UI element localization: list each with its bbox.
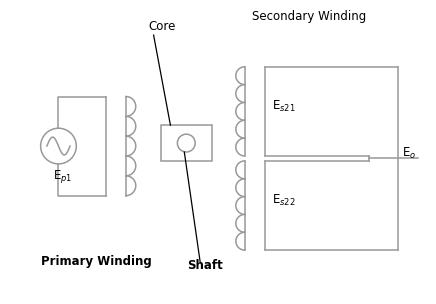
Text: E$_{s21}$: E$_{s21}$ <box>272 99 296 114</box>
Bar <box>160 125 212 161</box>
Text: E$_{p1}$: E$_{p1}$ <box>52 168 72 185</box>
Text: Shaft: Shaft <box>187 259 223 272</box>
Text: E$_{s22}$: E$_{s22}$ <box>272 193 296 208</box>
Text: Secondary Winding: Secondary Winding <box>252 10 366 23</box>
Text: E$_{o}$: E$_{o}$ <box>402 146 416 161</box>
Text: Primary Winding: Primary Winding <box>41 255 151 268</box>
Text: Core: Core <box>149 20 176 33</box>
